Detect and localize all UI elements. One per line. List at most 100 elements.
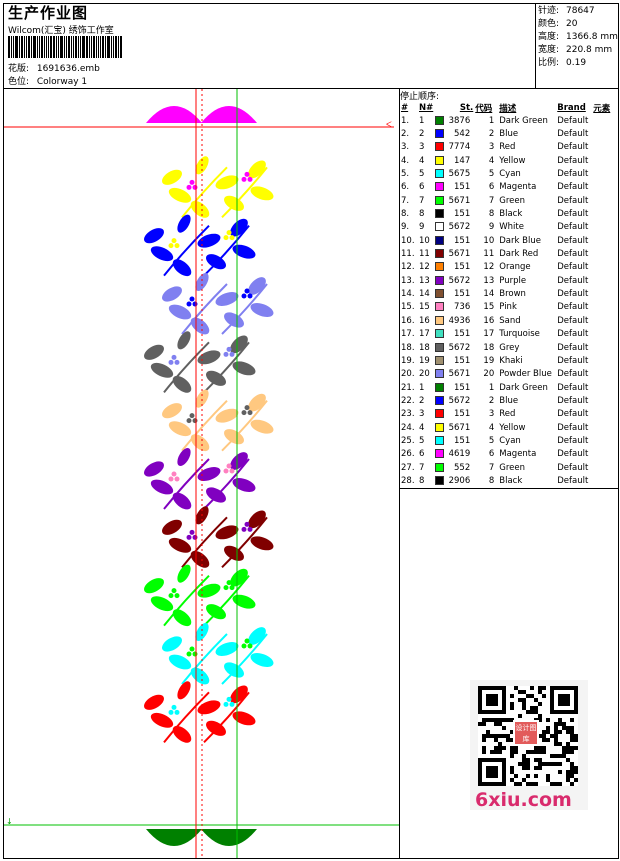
leaf-shape [190, 550, 210, 568]
design-motifs [144, 106, 274, 846]
leaf-shape [177, 564, 191, 583]
accent-dot [189, 529, 195, 535]
stem-shape [163, 224, 210, 277]
accent-dot [171, 238, 177, 244]
cell-code: 3 [488, 409, 495, 420]
col-brand: Brand [557, 102, 586, 113]
qr-module [574, 746, 578, 750]
cell-stitches: 5672 [433, 341, 473, 354]
qr-module [478, 722, 482, 726]
barcode-bar [105, 36, 106, 58]
stitch-count: 552 [454, 462, 471, 473]
qr-module [522, 706, 526, 710]
qr-module [490, 734, 494, 738]
qr-module [542, 746, 546, 750]
stem-shape [181, 633, 228, 685]
cell-index: 3. [401, 142, 410, 153]
cell-needle: 17 [419, 329, 430, 340]
page-title: 生产作业图 [8, 4, 89, 22]
leaf-shape [168, 187, 192, 203]
barcode-bar [120, 36, 122, 58]
qr-module [494, 722, 498, 726]
stitch-count: 5671 [448, 369, 471, 380]
barcode-bar [11, 36, 12, 58]
leaf-shape [162, 636, 182, 652]
barcode [8, 36, 140, 58]
qr-module [522, 698, 526, 702]
stem-shape [181, 166, 228, 218]
qr-module [542, 686, 546, 690]
leaf-shape [168, 537, 192, 553]
qr-module [542, 762, 546, 766]
cell-elements [591, 394, 619, 407]
barcode-bar [64, 36, 65, 58]
barcode-bar [37, 36, 38, 58]
table-row: 27. 7 552 7 Green Default [399, 461, 619, 474]
cell-needle: 6 [419, 182, 425, 193]
accent-dot [229, 701, 235, 707]
qr-module [506, 734, 510, 738]
qr-module [538, 734, 542, 738]
qr-module [490, 718, 494, 722]
leaf-shape [150, 596, 174, 612]
cell-code: 2 [488, 129, 495, 140]
color-swatch [435, 355, 445, 365]
accent-dot [247, 410, 253, 416]
stem-shape [221, 166, 268, 219]
cell-needle: 8 [419, 209, 425, 220]
cell-code: 8 [488, 209, 495, 220]
qr-module [482, 722, 486, 726]
qr-module [538, 762, 542, 766]
cell-elements [591, 448, 619, 461]
qr-module [574, 734, 578, 738]
accent-dot [244, 521, 250, 527]
cell-stitches: 151 [433, 261, 473, 274]
cell-stitches: 5671 [433, 247, 473, 260]
cell-stitches: 5675 [433, 167, 473, 180]
cell-stitches: 7774 [433, 141, 473, 154]
cell-stitches: 147 [433, 154, 473, 167]
qr-module [546, 778, 550, 782]
accent-dot [226, 696, 232, 702]
barcode-bar [58, 36, 59, 58]
qr-module [558, 730, 562, 734]
leaf-shape [168, 304, 192, 320]
cell-index: 11. [401, 249, 415, 260]
qr-module [522, 778, 526, 782]
leaf-shape [232, 244, 256, 259]
cell-description: Yellow [499, 155, 526, 166]
cell-brand: Default [557, 155, 589, 166]
accent-dot [223, 351, 229, 357]
qr-module [550, 762, 554, 766]
qr-module [506, 738, 510, 742]
qr-module [538, 746, 542, 750]
stat-height: 高度: 1366.8 mm [538, 32, 618, 42]
cell-brand: Default [557, 129, 589, 140]
cell-code: 11 [483, 249, 495, 260]
table-row: 17. 17 151 17 Turquoise Default [399, 328, 619, 341]
stitch-count: 151 [454, 209, 471, 220]
accent-dot [229, 585, 235, 591]
qr-module [538, 758, 542, 762]
cell-stitches: 151 [433, 434, 473, 447]
leaf-shape [195, 622, 209, 642]
cell-code: 1 [488, 382, 495, 393]
cell-stitches: 151 [433, 354, 473, 367]
qr-module [502, 734, 506, 738]
cell-elements [591, 301, 619, 314]
cell-stitches: 2906 [433, 474, 473, 487]
qr-module [554, 734, 558, 738]
color-swatch [435, 209, 445, 219]
cell-needle: 14 [419, 289, 430, 300]
corner-mark-bottom: ↓ [6, 817, 13, 826]
qr-module [518, 762, 522, 766]
table-row: 9. 9 5672 9 White Default [399, 221, 619, 234]
leaf-shape [224, 429, 244, 445]
leaf-shape [230, 685, 248, 704]
accent-dot [189, 646, 195, 652]
cell-needle: 9 [419, 222, 425, 233]
cell-elements [591, 381, 619, 394]
cell-needle: 3 [419, 409, 425, 420]
header-divider [3, 88, 619, 89]
barcode-bar [73, 36, 74, 58]
